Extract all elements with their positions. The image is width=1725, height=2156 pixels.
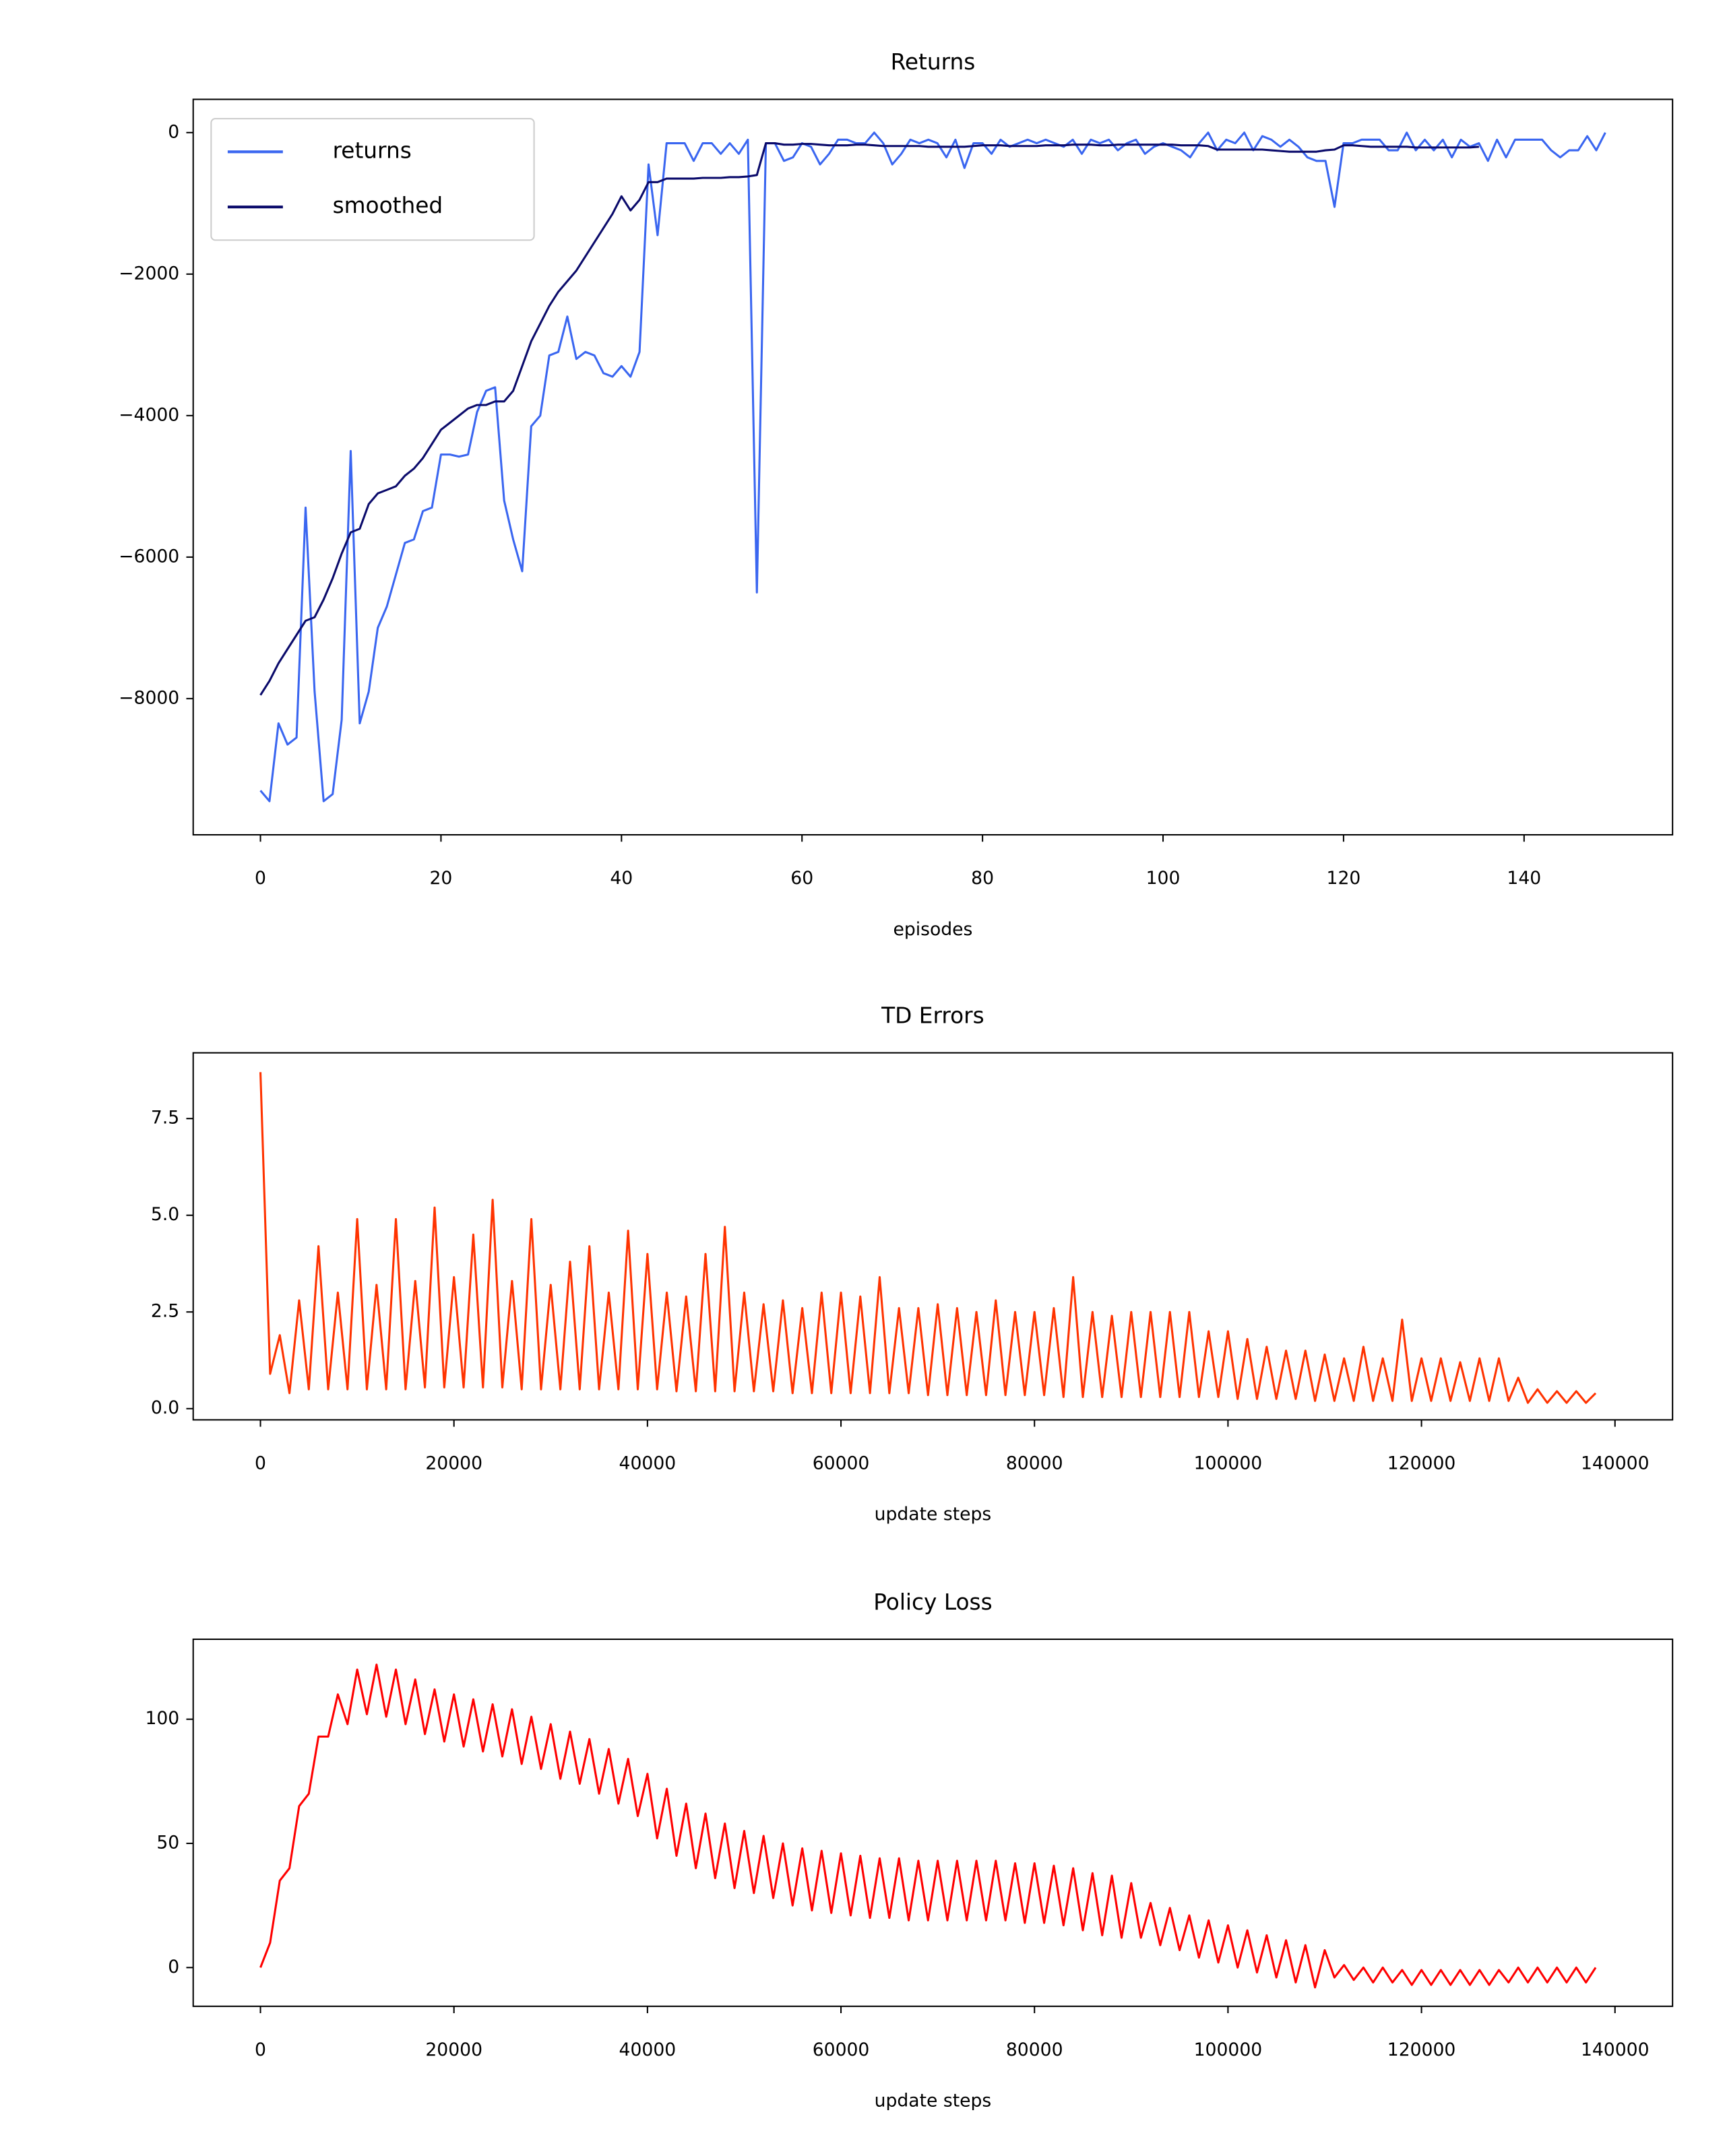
y-tick-label: 0 [168, 121, 179, 142]
x-tick-label: 20000 [425, 2039, 482, 2060]
x-tick-label: 80 [971, 868, 994, 889]
series-line [259, 1072, 1597, 1404]
series-line [259, 1663, 1597, 1989]
series-line [259, 142, 1479, 696]
chart-title: TD Errors [881, 1003, 984, 1028]
plot-frame [192, 98, 1674, 836]
x-tick-label: 140000 [1581, 1453, 1650, 1473]
x-tick-label: 100000 [1194, 2039, 1263, 2060]
plot-frame [192, 1639, 1674, 2007]
y-tick-label: 5.0 [151, 1204, 179, 1225]
x-tick-label: 0 [255, 1453, 266, 1473]
y-tick-label: 0 [168, 1957, 179, 1977]
legend-label: returns [333, 137, 412, 163]
y-tick-label: 2.5 [151, 1301, 179, 1322]
x-tick-label: 100000 [1194, 1453, 1263, 1473]
x-tick-label: 40000 [619, 2039, 677, 2060]
x-axis-label: episodes [893, 919, 972, 940]
x-tick-label: 120 [1327, 868, 1361, 889]
y-tick-label: 100 [145, 1708, 179, 1729]
y-tick-label: −2000 [119, 263, 179, 284]
y-tick-label: −4000 [119, 404, 179, 425]
series-line [259, 131, 1606, 802]
y-tick-label: 0.0 [151, 1397, 179, 1418]
x-axis-label: update steps [875, 1504, 992, 1525]
x-tick-label: 40 [610, 868, 633, 889]
legend-box [210, 118, 535, 241]
x-tick-label: 60 [790, 868, 813, 889]
x-tick-label: 20 [429, 868, 452, 889]
y-tick-label: 50 [156, 1833, 179, 1853]
x-tick-label: 0 [255, 2039, 266, 2060]
y-tick-label: −8000 [119, 687, 179, 708]
chart-title: Returns [891, 49, 976, 75]
x-tick-label: 40000 [619, 1453, 677, 1473]
y-tick-label: 7.5 [151, 1108, 179, 1129]
legend-label: smoothed [333, 193, 443, 218]
plot-frame [192, 1052, 1674, 1421]
x-tick-label: 80000 [1006, 1453, 1063, 1473]
chart-title: Policy Loss [873, 1589, 992, 1615]
x-tick-label: 0 [255, 868, 266, 889]
x-tick-label: 60000 [813, 2039, 870, 2060]
x-axis-label: update steps [875, 2091, 992, 2112]
x-tick-label: 120000 [1387, 1453, 1456, 1473]
y-tick-label: −6000 [119, 546, 179, 567]
x-tick-label: 60000 [813, 1453, 870, 1473]
x-tick-label: 120000 [1387, 2039, 1456, 2060]
x-tick-label: 140000 [1581, 2039, 1650, 2060]
x-tick-label: 20000 [425, 1453, 482, 1473]
x-tick-label: 140 [1507, 868, 1541, 889]
x-tick-label: 80000 [1006, 2039, 1063, 2060]
x-tick-label: 100 [1146, 868, 1181, 889]
